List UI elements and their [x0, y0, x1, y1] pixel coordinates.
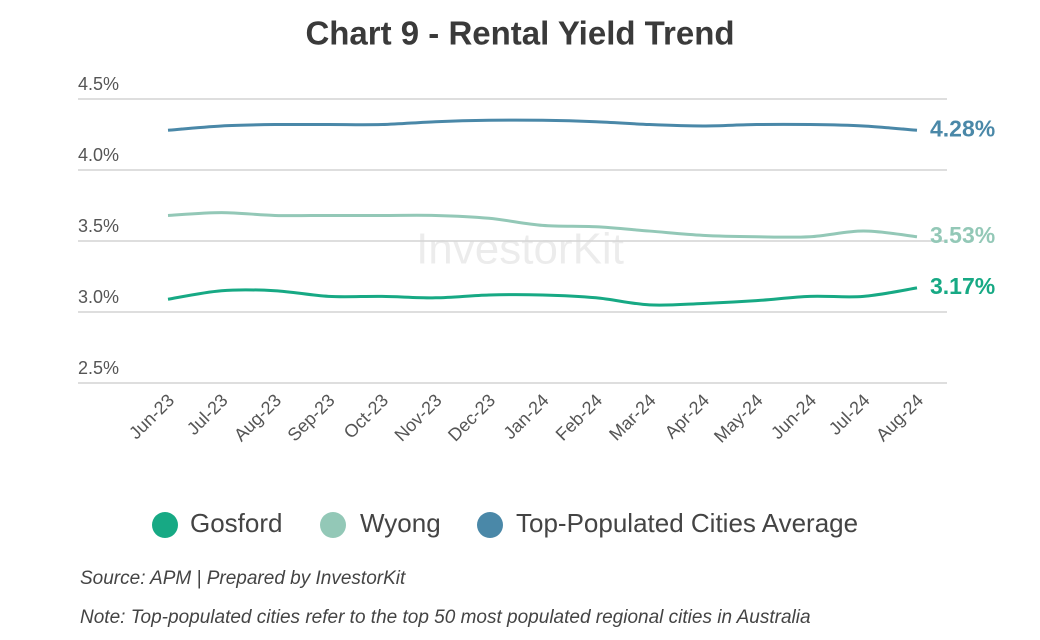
legend-label: Gosford — [190, 508, 283, 538]
watermark: InvestorKit — [416, 225, 624, 274]
x-tick-label: Oct-23 — [340, 390, 392, 442]
chart-title: Chart 9 - Rental Yield Trend — [305, 15, 734, 52]
end-label: 3.17% — [930, 273, 995, 299]
y-tick-label: 4.5% — [78, 74, 119, 94]
legend-marker — [320, 512, 346, 538]
end-label: 4.28% — [930, 115, 995, 141]
y-tick-label: 2.5% — [78, 358, 119, 378]
x-tick-label: Jun-24 — [767, 390, 820, 443]
end-label: 3.53% — [930, 222, 995, 248]
legend-marker — [152, 512, 178, 538]
series-line — [167, 286, 918, 307]
x-tick-label: May-24 — [710, 390, 767, 447]
x-tick-label: Aug-23 — [230, 390, 285, 445]
x-tick-label: Mar-24 — [605, 390, 659, 444]
legend-marker — [477, 512, 503, 538]
x-tick-label: Jul-24 — [825, 390, 874, 439]
source: Source: APM | Prepared by InvestorKit — [80, 568, 406, 589]
series-line — [167, 211, 918, 239]
y-tick-label: 3.5% — [78, 216, 119, 236]
y-tick-label: 4.0% — [78, 145, 119, 165]
legend-label: Wyong — [360, 508, 441, 538]
x-tick-label: Aug-24 — [872, 390, 927, 445]
x-tick-label: Nov-23 — [391, 390, 446, 445]
series-line — [167, 118, 918, 132]
x-tick-label: Dec-23 — [444, 390, 499, 445]
y-tick-label: 3.0% — [78, 287, 119, 307]
x-tick-label: Jan-24 — [500, 390, 553, 443]
note: Note: Top-populated cities refer to the … — [80, 607, 811, 628]
x-tick-label: Sep-23 — [283, 390, 338, 445]
x-tick-label: Apr-24 — [661, 390, 713, 442]
x-tick-label: Jul-23 — [183, 390, 232, 439]
legend-label: Top-Populated Cities Average — [516, 508, 858, 538]
x-tick-label: Jun-23 — [125, 390, 178, 443]
x-tick-label: Feb-24 — [552, 390, 606, 444]
